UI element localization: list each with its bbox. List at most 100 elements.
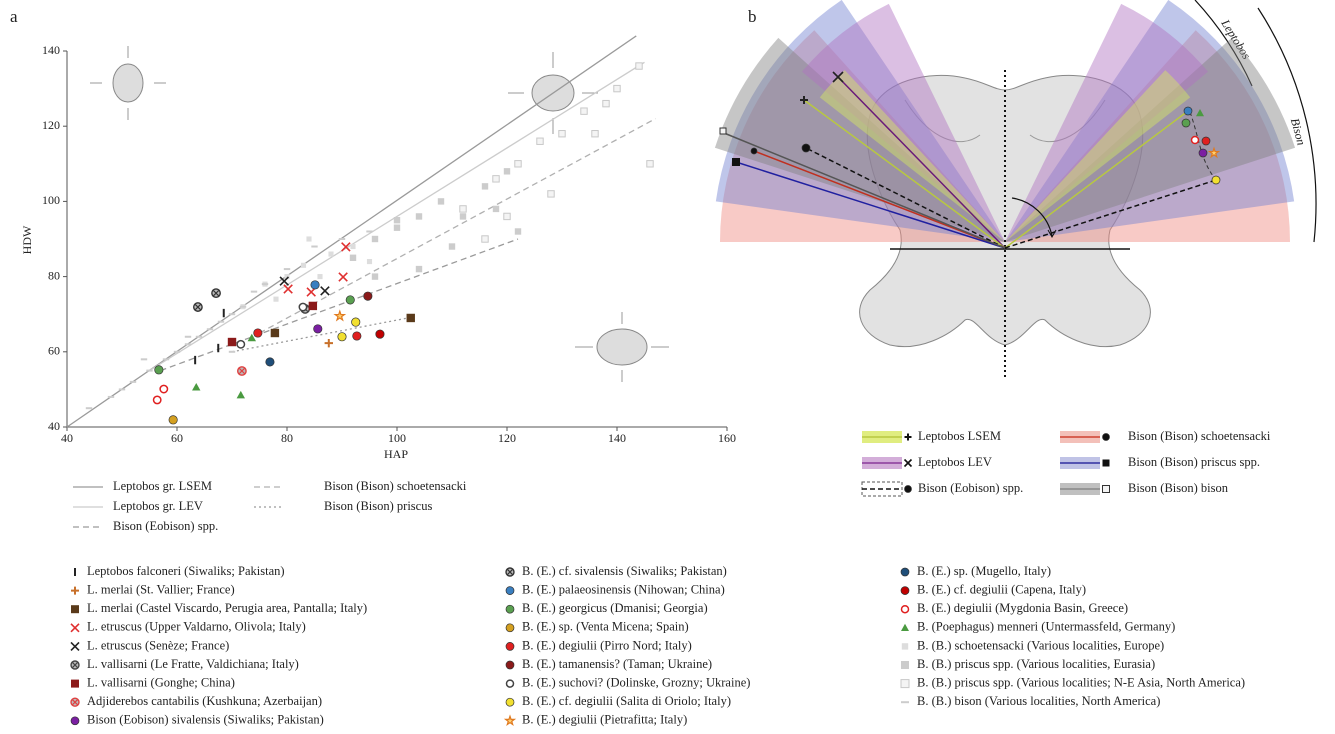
legend-marker	[902, 606, 909, 613]
marker-part	[720, 128, 726, 134]
trend-line	[260, 119, 656, 333]
legend-marker	[71, 587, 79, 595]
marker-part	[905, 486, 912, 493]
legend-label: Bison (Eobison) sivalensis (Siwaliks; Pa…	[87, 713, 324, 727]
marker-part	[309, 302, 317, 310]
marker-part	[372, 236, 378, 242]
marker-part	[1202, 137, 1210, 145]
marker-part	[504, 213, 510, 219]
marker-part	[1212, 176, 1220, 184]
legend-label: B. (Poephagus) menneri (Untermassfeld, G…	[917, 620, 1175, 634]
marker-part	[192, 383, 200, 391]
data-point	[338, 333, 346, 341]
data-point	[449, 243, 455, 249]
data-point	[328, 251, 333, 256]
data-point	[416, 213, 422, 219]
marker-part	[71, 605, 79, 613]
data-point	[537, 138, 543, 144]
legend-marker	[71, 661, 79, 669]
data-point	[493, 176, 499, 182]
marker-part	[352, 318, 360, 326]
marker-part	[905, 460, 912, 467]
data-point	[559, 131, 565, 137]
data-point	[237, 391, 245, 399]
marker-part	[636, 63, 642, 69]
legend-label: L. etruscus (Upper Valdarno, Olivola; It…	[87, 620, 306, 634]
marker-part	[592, 131, 598, 137]
panel-b-marker	[1184, 107, 1192, 115]
page: a HAP HDW b Leptobos Bison 4060801001201…	[0, 0, 1335, 729]
marker-part	[1103, 434, 1110, 441]
y-tick-label: 40	[48, 419, 60, 433]
data-point	[416, 266, 422, 272]
marker-part	[482, 183, 488, 189]
legend-label: B. (E.) georgicus (Dmanisi; Georgia)	[522, 601, 708, 615]
marker-part	[493, 176, 499, 182]
marker-part	[504, 168, 510, 174]
panel-b-marker	[720, 128, 726, 134]
marker-part	[506, 624, 514, 632]
marker-part	[1182, 119, 1190, 127]
marker-part	[394, 217, 400, 223]
marker-part	[449, 243, 455, 249]
marker-part	[350, 244, 355, 249]
panel-label: b	[748, 7, 757, 26]
legend-label: B. (B.) priscus spp. (Various localities…	[917, 675, 1245, 689]
legend-marker	[506, 605, 514, 613]
marker-part	[506, 605, 514, 613]
marker-part	[506, 661, 514, 669]
marker-part	[901, 680, 909, 688]
marker-part	[314, 325, 322, 333]
marker-part	[254, 329, 262, 337]
legend-marker	[71, 717, 79, 725]
x-tick-label: 160	[718, 431, 736, 445]
marker-part	[71, 624, 79, 632]
marker-part	[71, 680, 79, 688]
legend-label: Leptobos LEV	[918, 455, 992, 469]
legend-label: Leptobos gr. LSEM	[113, 479, 212, 493]
marker-part	[317, 274, 322, 279]
data-point	[364, 292, 372, 300]
marker-part	[154, 396, 161, 403]
legend-label: B. (E.) tamanensis? (Taman; Ukraine)	[522, 657, 712, 671]
data-point	[376, 330, 384, 338]
marker-part	[353, 332, 361, 340]
legend-label: Bison (Eobison) spp.	[918, 481, 1023, 495]
legend-marker	[506, 624, 514, 632]
marker-part	[160, 385, 167, 392]
legend-label: L. etruscus (Senèze; France)	[87, 638, 229, 652]
data-point	[335, 311, 344, 320]
legend-label: L. vallisarni (Gonghe; China)	[87, 675, 235, 689]
marker-part	[647, 161, 653, 167]
legend-label: B. (E.) sp. (Mugello, Italy)	[917, 564, 1051, 578]
marker-part	[802, 144, 810, 152]
panel-b-marker	[1182, 119, 1190, 127]
data-point	[271, 329, 279, 337]
marker-part	[460, 206, 466, 212]
marker-part	[559, 131, 565, 137]
data-point	[325, 339, 333, 347]
marker-part	[581, 108, 587, 114]
marker-part	[372, 273, 378, 279]
legend-label: L. vallisarni (Le Fratte, Valdichiana; I…	[87, 657, 299, 671]
legend-label: Adjiderebos cantabilis (Kushkuna; Azerba…	[87, 694, 322, 708]
marker-part	[407, 314, 415, 322]
marker-part	[901, 568, 909, 576]
legend-marker	[1103, 460, 1110, 467]
data-point	[169, 416, 177, 424]
legend-label: Bison (Bison) schoetensacki	[1128, 429, 1271, 443]
marker-part	[506, 716, 515, 724]
data-point	[460, 206, 466, 212]
data-point	[284, 285, 292, 293]
trend-line	[161, 239, 519, 371]
legend-label: B. (E.) cf. sivalensis (Siwaliks; Pakist…	[522, 564, 727, 578]
legend-label: Bison (Eobison) spp.	[113, 519, 218, 533]
x-tick-label: 40	[61, 431, 73, 445]
marker-part	[228, 338, 236, 346]
data-point	[438, 198, 444, 204]
panel-b-marker	[1202, 137, 1210, 145]
legend-label: Bison (Bison) schoetensacki	[324, 479, 467, 493]
legend-label: Bison (Bison) priscus spp.	[1128, 455, 1260, 469]
legend-label: B. (E.) cf. degiulii (Salita di Oriolo; …	[522, 694, 731, 708]
marker-part	[335, 311, 344, 320]
